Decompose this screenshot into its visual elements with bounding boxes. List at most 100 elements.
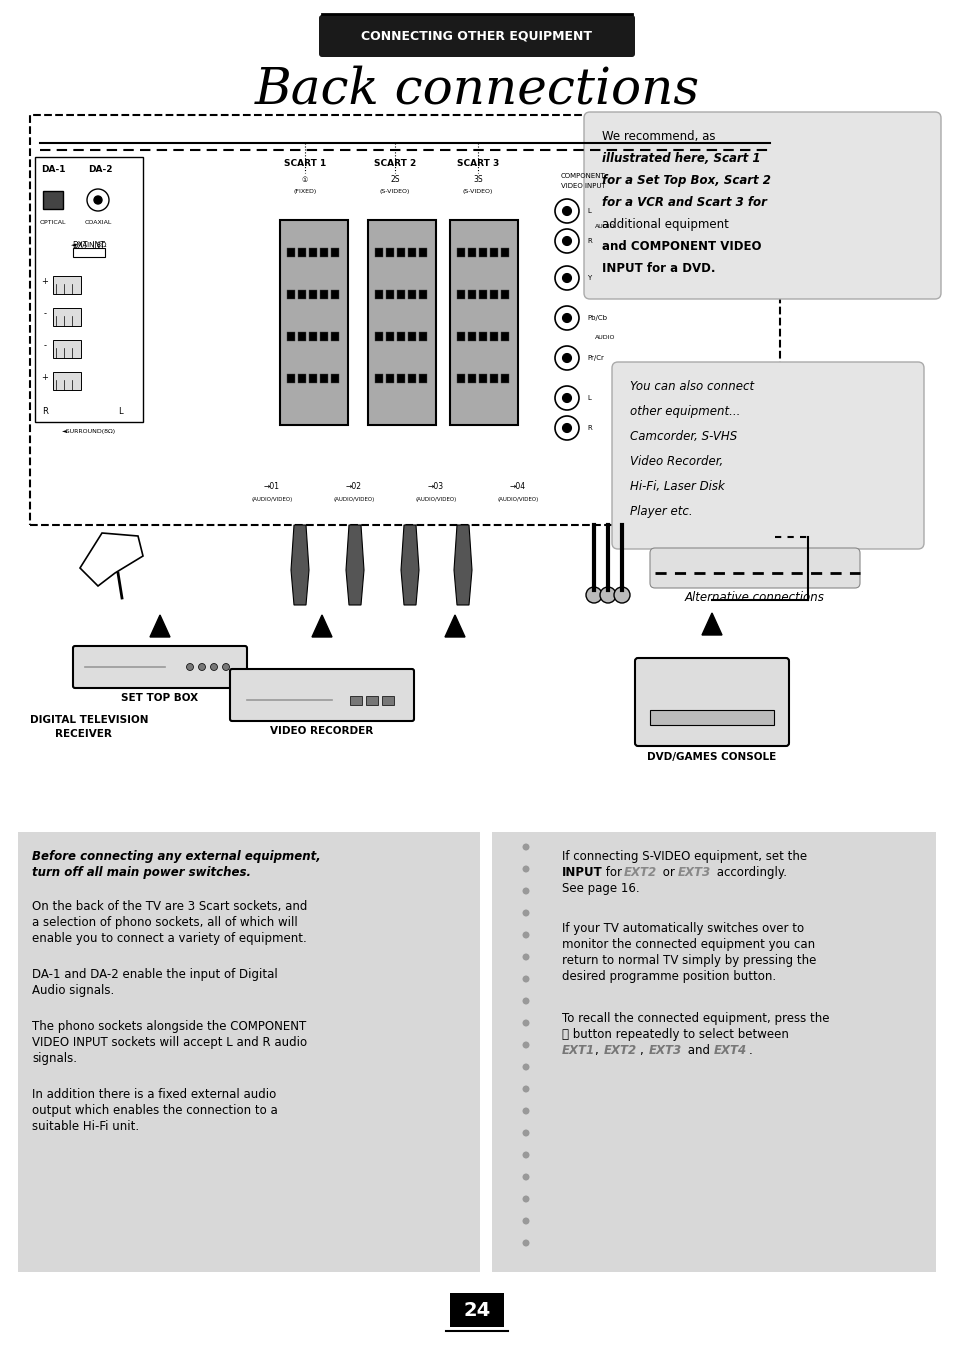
Text: EXT2: EXT2 <box>623 865 657 879</box>
Polygon shape <box>454 524 472 605</box>
Text: SET TOP BOX: SET TOP BOX <box>121 693 198 704</box>
Text: Alternative connections: Alternative connections <box>684 592 824 604</box>
Bar <box>408 373 416 383</box>
Circle shape <box>522 953 529 961</box>
Text: ,: , <box>639 1043 647 1057</box>
Text: accordingly.: accordingly. <box>712 865 786 879</box>
Bar <box>35 156 143 422</box>
FancyBboxPatch shape <box>318 15 635 57</box>
Text: VIDEO INPUT: VIDEO INPUT <box>560 183 605 189</box>
Bar <box>500 332 509 341</box>
Bar <box>319 332 328 341</box>
Text: If connecting S-VIDEO equipment, set the: If connecting S-VIDEO equipment, set the <box>561 851 806 863</box>
Circle shape <box>211 663 217 670</box>
Bar <box>396 332 405 341</box>
Bar <box>53 340 81 359</box>
Circle shape <box>555 417 578 439</box>
Bar <box>350 696 361 705</box>
Bar <box>18 832 479 1273</box>
Bar <box>468 290 476 299</box>
Text: SCART 3: SCART 3 <box>456 159 498 167</box>
Text: 24: 24 <box>463 1301 490 1320</box>
FancyBboxPatch shape <box>649 549 859 588</box>
Polygon shape <box>80 532 143 586</box>
Polygon shape <box>312 615 332 638</box>
Bar <box>468 373 476 383</box>
Bar <box>287 373 294 383</box>
Bar <box>309 332 316 341</box>
Text: for a Set Top Box, Scart 2: for a Set Top Box, Scart 2 <box>601 174 770 187</box>
Text: COMPONENT: COMPONENT <box>560 173 605 179</box>
Text: (AUDIO/VIDEO): (AUDIO/VIDEO) <box>415 497 456 503</box>
Circle shape <box>522 1174 529 1181</box>
Text: On the back of the TV are 3 Scart sockets, and: On the back of the TV are 3 Scart socket… <box>32 900 307 913</box>
Text: EXT2: EXT2 <box>603 1043 637 1057</box>
Bar <box>297 248 306 257</box>
Text: OPTICAL: OPTICAL <box>40 220 66 225</box>
Text: L: L <box>117 407 122 417</box>
Bar <box>297 332 306 341</box>
Bar <box>319 248 328 257</box>
Text: In addition there is a fixed external audio: In addition there is a fixed external au… <box>32 1088 276 1101</box>
Text: EXT  INT: EXT INT <box>73 240 105 249</box>
Polygon shape <box>346 524 364 605</box>
Text: See page 16.: See page 16. <box>561 882 639 895</box>
Text: additional equipment: additional equipment <box>601 218 728 231</box>
Bar <box>381 696 394 705</box>
Bar <box>331 373 338 383</box>
Circle shape <box>555 229 578 253</box>
Text: EXT3: EXT3 <box>648 1043 681 1057</box>
Text: COAXIAL: COAXIAL <box>84 220 112 225</box>
Text: SCART 2: SCART 2 <box>374 159 416 167</box>
Bar <box>386 373 394 383</box>
Bar <box>500 248 509 257</box>
Bar <box>366 696 377 705</box>
Text: AUDIO: AUDIO <box>594 336 615 341</box>
Bar <box>73 248 105 257</box>
Text: Video Recorder,: Video Recorder, <box>629 456 722 468</box>
Circle shape <box>522 1151 529 1158</box>
Bar <box>456 248 464 257</box>
Bar <box>408 332 416 341</box>
Text: DVD/GAMES CONSOLE: DVD/GAMES CONSOLE <box>647 752 776 762</box>
Bar <box>396 290 405 299</box>
Text: ◄SURROUND(8Ω): ◄SURROUND(8Ω) <box>62 430 116 434</box>
Bar <box>418 373 427 383</box>
Circle shape <box>522 1196 529 1202</box>
Text: ①: ① <box>301 177 308 183</box>
Bar <box>450 1293 503 1326</box>
Text: return to normal TV simply by pressing the: return to normal TV simply by pressing t… <box>561 954 816 967</box>
Circle shape <box>562 274 571 283</box>
Bar <box>450 220 517 425</box>
Text: (S-VIDEO): (S-VIDEO) <box>462 189 493 194</box>
Text: +: + <box>42 278 49 287</box>
Polygon shape <box>400 524 418 605</box>
Bar <box>309 373 316 383</box>
Text: CONNECTING OTHER EQUIPMENT: CONNECTING OTHER EQUIPMENT <box>361 30 592 43</box>
Text: turn off all main power switches.: turn off all main power switches. <box>32 865 251 879</box>
Bar <box>43 191 63 209</box>
Circle shape <box>614 586 629 603</box>
Text: SCART 1: SCART 1 <box>284 159 326 167</box>
Circle shape <box>87 189 109 212</box>
Bar <box>468 332 476 341</box>
Bar <box>396 373 405 383</box>
Text: AUDIO: AUDIO <box>594 224 615 229</box>
FancyBboxPatch shape <box>230 669 414 721</box>
Text: RECEIVER: RECEIVER <box>55 729 112 739</box>
Circle shape <box>522 1130 529 1136</box>
Polygon shape <box>291 524 309 605</box>
Text: (AUDIO/VIDEO): (AUDIO/VIDEO) <box>251 497 293 503</box>
Bar <box>468 248 476 257</box>
Text: DA-1: DA-1 <box>41 164 65 174</box>
Bar <box>408 248 416 257</box>
Text: You can also connect: You can also connect <box>629 380 753 394</box>
Bar <box>418 248 427 257</box>
Circle shape <box>555 266 578 290</box>
Circle shape <box>522 1064 529 1070</box>
Circle shape <box>94 195 102 204</box>
Text: To recall the connected equipment, press the: To recall the connected equipment, press… <box>561 1012 828 1024</box>
Bar <box>478 332 486 341</box>
Bar <box>418 290 427 299</box>
Text: and: and <box>683 1043 713 1057</box>
